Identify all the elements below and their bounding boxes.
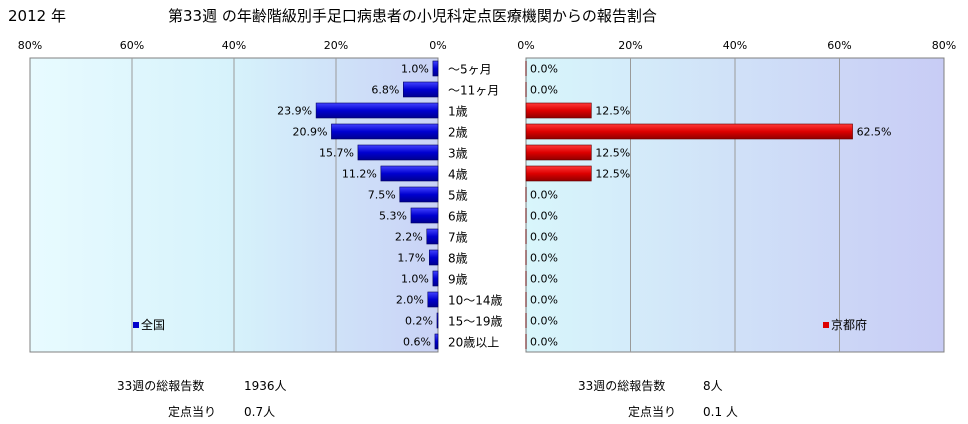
left-bar [426, 228, 439, 245]
right-data-label: 0.0% [530, 252, 558, 265]
right-data-label: 0.0% [530, 84, 558, 97]
left-data-label: 6.8% [371, 84, 399, 97]
left-bar [427, 291, 439, 308]
right-tick-label: 60% [827, 39, 851, 52]
category-label: 3歳 [448, 147, 468, 161]
left-data-label: 7.5% [368, 189, 396, 202]
left-data-label: 1.0% [401, 273, 429, 286]
legend-label-left: 全国 [141, 317, 165, 332]
left-tick-label: 40% [222, 39, 246, 52]
left-data-label: 0.6% [403, 336, 431, 349]
category-label: ～11ヶ月 [448, 84, 499, 98]
right-data-label: 0.0% [530, 315, 558, 328]
left-data-label: 0.2% [405, 315, 433, 328]
left-data-label: 1.0% [401, 63, 429, 76]
left-tick-label: 20% [324, 39, 348, 52]
right-data-label: 12.5% [595, 105, 630, 118]
left-bar [432, 60, 439, 77]
year-label: 2012 年 [8, 7, 66, 25]
chart-title: 第33週 の年齢階級別手足口病患者の小児科定点医療機関からの報告割合 [168, 7, 657, 25]
right-bar [525, 165, 592, 182]
right-tick-label: 40% [723, 39, 747, 52]
right-data-label: 0.0% [530, 189, 558, 202]
left-bar [429, 249, 439, 266]
right-data-label: 12.5% [595, 147, 630, 160]
right-tick-label: 80% [932, 39, 956, 52]
left-per-label: 定点当り [168, 405, 217, 419]
left-bar [380, 165, 439, 182]
right-data-label: 62.5% [857, 126, 892, 139]
left-tick-label: 60% [120, 39, 144, 52]
category-label: 20歳以上 [448, 336, 499, 350]
category-label: 8歳 [448, 252, 468, 266]
category-label: ～5ヶ月 [448, 63, 492, 77]
left-bar [357, 144, 439, 161]
right-total-label: 33週の総報告数 [578, 379, 666, 393]
legend-label-right: 京都府 [831, 317, 867, 332]
right-data-label: 0.0% [530, 63, 558, 76]
right-per-value: 0.1 人 [703, 405, 738, 419]
left-bar [432, 270, 439, 287]
left-data-label: 11.2% [342, 168, 377, 181]
category-label: 4歳 [448, 168, 468, 182]
right-data-label: 0.0% [530, 294, 558, 307]
left-data-label: 5.3% [379, 210, 407, 223]
left-total-value: 1936人 [244, 379, 287, 393]
legend-swatch-right [823, 322, 829, 328]
right-bar [525, 123, 853, 140]
category-label: 1歳 [448, 105, 468, 119]
right-data-label: 0.0% [530, 210, 558, 223]
left-data-label: 20.9% [292, 126, 327, 139]
chart-canvas: 80% 60% 40% 20% 0% 0% 20% 40% 60% 80% 1.0% ～5ヶ月 0.0%… [18, 39, 956, 353]
left-data-label: 15.7% [319, 147, 354, 160]
category-label: 15～19歳 [448, 315, 503, 329]
right-data-label: 12.5% [595, 168, 630, 181]
right-tick-label: 0% [517, 39, 534, 52]
category-label: 9歳 [448, 273, 468, 287]
right-bar [525, 102, 592, 119]
right-bar [525, 144, 592, 161]
left-data-label: 2.0% [396, 294, 424, 307]
left-per-value: 0.7人 [244, 405, 276, 419]
right-per-label: 定点当り [628, 405, 677, 419]
left-tick-label: 80% [18, 39, 42, 52]
right-data-label: 0.0% [530, 231, 558, 244]
left-bar [315, 102, 439, 119]
right-data-label: 0.0% [530, 273, 558, 286]
left-data-label: 1.7% [397, 252, 425, 265]
left-bar [403, 81, 439, 98]
category-label: 10～14歳 [448, 294, 503, 308]
category-label: 2歳 [448, 126, 468, 140]
right-tick-label: 20% [618, 39, 642, 52]
left-bar [399, 186, 439, 203]
right-total-value: 8人 [703, 379, 723, 393]
left-tick-label: 0% [429, 39, 446, 52]
right-data-label: 0.0% [530, 336, 558, 349]
left-bar [331, 123, 439, 140]
category-label: 6歳 [448, 210, 468, 224]
category-label: 7歳 [448, 231, 468, 245]
left-bar [436, 312, 439, 329]
left-data-label: 23.9% [277, 105, 312, 118]
left-bar [410, 207, 439, 224]
legend-swatch-left [133, 322, 139, 328]
category-label: 5歳 [448, 189, 468, 203]
left-bar [434, 333, 439, 350]
left-total-label: 33週の総報告数 [117, 379, 205, 393]
left-data-label: 2.2% [395, 231, 423, 244]
